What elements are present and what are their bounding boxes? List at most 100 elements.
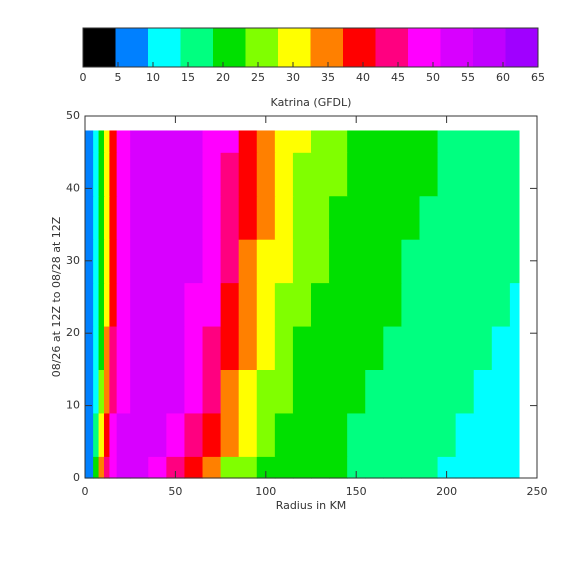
contour-cell: [419, 325, 439, 370]
contour-cell: [329, 369, 348, 414]
contour-cell: [311, 130, 330, 153]
contour-cell: [166, 195, 186, 240]
x-tick-label: 100: [255, 485, 276, 498]
contour-cell: [401, 195, 421, 240]
contour-cell: [220, 369, 240, 414]
contour-cell: [93, 412, 100, 457]
colorbar: 0 5 10 15 20 25 30 35 40 45 50 55 60 65: [80, 27, 545, 84]
contour-cell: [329, 130, 348, 153]
contour-cell: [103, 282, 111, 327]
contour-cell: [130, 456, 149, 479]
contour-cell: [455, 456, 475, 479]
contour-cell: [130, 152, 149, 197]
contour-cell: [238, 195, 258, 240]
contour-cell: [473, 152, 493, 197]
contour-cell: [98, 239, 105, 284]
contour-cell: [455, 282, 475, 327]
contour-cell: [148, 130, 167, 153]
contour-cell: [491, 239, 511, 284]
contour-cell: [202, 130, 222, 153]
y-tick-label: 10: [66, 399, 80, 412]
contour-cell: [383, 456, 402, 479]
contour-cell: [238, 130, 258, 153]
contour-cell: [292, 282, 312, 327]
colorbar-tick-label: 25: [251, 71, 265, 84]
contour-cell: [509, 130, 520, 153]
contour-cell: [202, 152, 222, 197]
contour-cell: [491, 369, 511, 414]
contour-cell: [166, 456, 186, 479]
contour-cell: [509, 325, 520, 370]
colorbar-swatch: [375, 28, 409, 67]
contour-cell: [166, 282, 186, 327]
contour-cell: [98, 456, 105, 479]
contour-cell: [85, 282, 89, 327]
contour-cell: [347, 369, 366, 414]
contour-cell: [202, 325, 222, 370]
y-tick-label: 0: [73, 471, 80, 484]
contour-cell: [130, 130, 149, 153]
contour-cell: [473, 195, 493, 240]
contour-cell: [184, 195, 204, 240]
colorbar-swatch: [343, 28, 376, 67]
x-tick-label: 0: [82, 485, 89, 498]
contour-cell: [256, 130, 276, 153]
contour-cell: [455, 152, 475, 197]
x-tick-label: 200: [436, 485, 457, 498]
colorbar-tick-label: 60: [496, 71, 510, 84]
contour-cell: [274, 152, 294, 197]
contour-cell: [116, 412, 131, 457]
contour-cell: [401, 152, 421, 197]
contour-cell: [202, 282, 222, 327]
colorbar-tick-label: 50: [426, 71, 440, 84]
contour-cell: [274, 456, 294, 479]
contour-cell: [184, 412, 204, 457]
contour-cell: [148, 412, 167, 457]
contour-cell: [383, 130, 402, 153]
colorbar-swatch: [473, 28, 506, 67]
contour-cell: [419, 282, 439, 327]
colorbar-swatch: [148, 28, 181, 67]
colorbar-swatch: [408, 28, 441, 67]
contour-cell: [103, 239, 111, 284]
contour-cell: [220, 130, 240, 153]
contour-cell: [220, 456, 240, 479]
contour-cell: [238, 456, 258, 479]
colorbar-swatch: [115, 28, 149, 67]
contour-cell: [103, 195, 111, 240]
colorbar-tick-label: 40: [356, 71, 370, 84]
contour-cell: [256, 239, 276, 284]
contour-cell: [87, 456, 94, 479]
contour-cell: [109, 195, 118, 240]
contour-cell: [401, 456, 421, 479]
contour-cell: [455, 325, 475, 370]
contour-cell: [419, 412, 439, 457]
colorbar-swatch: [245, 28, 279, 67]
contour-cell: [166, 130, 186, 153]
colorbar-tick-label: 15: [181, 71, 195, 84]
colorbar-swatch: [310, 28, 344, 67]
contour-cell: [85, 456, 89, 479]
x-tick-label: 50: [168, 485, 182, 498]
contour-cell: [347, 152, 366, 197]
contour-cell: [437, 239, 457, 284]
contour-cell: [311, 152, 330, 197]
contour-cell: [85, 325, 89, 370]
contour-cell: [365, 239, 384, 284]
contour-cell: [292, 239, 312, 284]
colorbar-tick-label: 5: [115, 71, 122, 84]
colorbar-tick-label: 30: [286, 71, 300, 84]
contour-cell: [419, 456, 439, 479]
colorbar-tick-label: 0: [80, 71, 87, 84]
contour-cell: [148, 239, 167, 284]
contour-cell: [166, 369, 186, 414]
colorbar-swatch: [83, 28, 116, 67]
contour-cell: [347, 325, 366, 370]
contour-cell: [292, 130, 312, 153]
contour-cell: [220, 325, 240, 370]
contour-cell: [184, 130, 204, 153]
contour-cell: [116, 239, 131, 284]
contour-cell: [103, 369, 111, 414]
contour-cell: [98, 325, 105, 370]
contour-cell: [109, 369, 118, 414]
